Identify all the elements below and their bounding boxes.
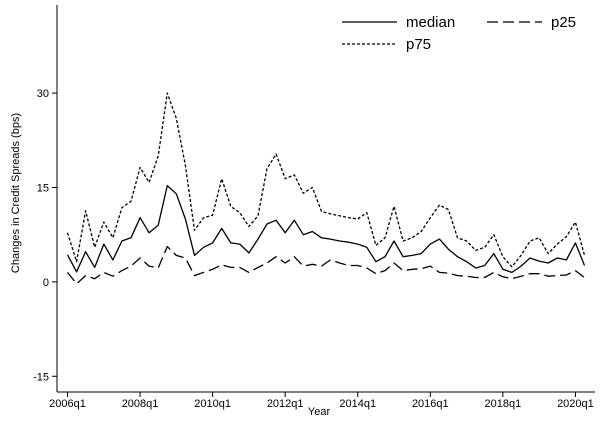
x-tick-label: 2014q1 (339, 398, 376, 410)
y-tick-label: -15 (33, 371, 49, 383)
x-tick-label: 2010q1 (194, 398, 231, 410)
x-tick-label: 2006q1 (49, 398, 86, 410)
x-tick-label: 2008q1 (122, 398, 159, 410)
y-tick-label: 0 (43, 277, 49, 289)
legend-label-median: median (406, 14, 455, 31)
series-line-p75 (66, 92, 586, 268)
axes: -15 0 15 30 2006q1 2008q1 2010q1 2012q1 2014q1 20… (33, 5, 595, 410)
plot-area (66, 92, 586, 285)
series-line-p25 (66, 245, 585, 285)
series-line-median (66, 184, 586, 274)
y-tick-label: 30 (37, 88, 49, 100)
y-axis-label: Changes in Credit Spreads (bps) (10, 113, 22, 273)
x-tick-label: 2016q1 (412, 398, 449, 410)
x-tick-label: 2012q1 (267, 398, 304, 410)
x-axis-label: Year (308, 406, 331, 418)
x-tick-label: 2018q1 (485, 398, 522, 410)
legend-label-p25: p25 (551, 14, 576, 31)
legend-label-p75: p75 (406, 36, 431, 53)
y-tick-label: 15 (37, 182, 49, 194)
legend: median p25 p75 (342, 14, 576, 53)
x-tick-label: 2020q1 (557, 398, 594, 410)
